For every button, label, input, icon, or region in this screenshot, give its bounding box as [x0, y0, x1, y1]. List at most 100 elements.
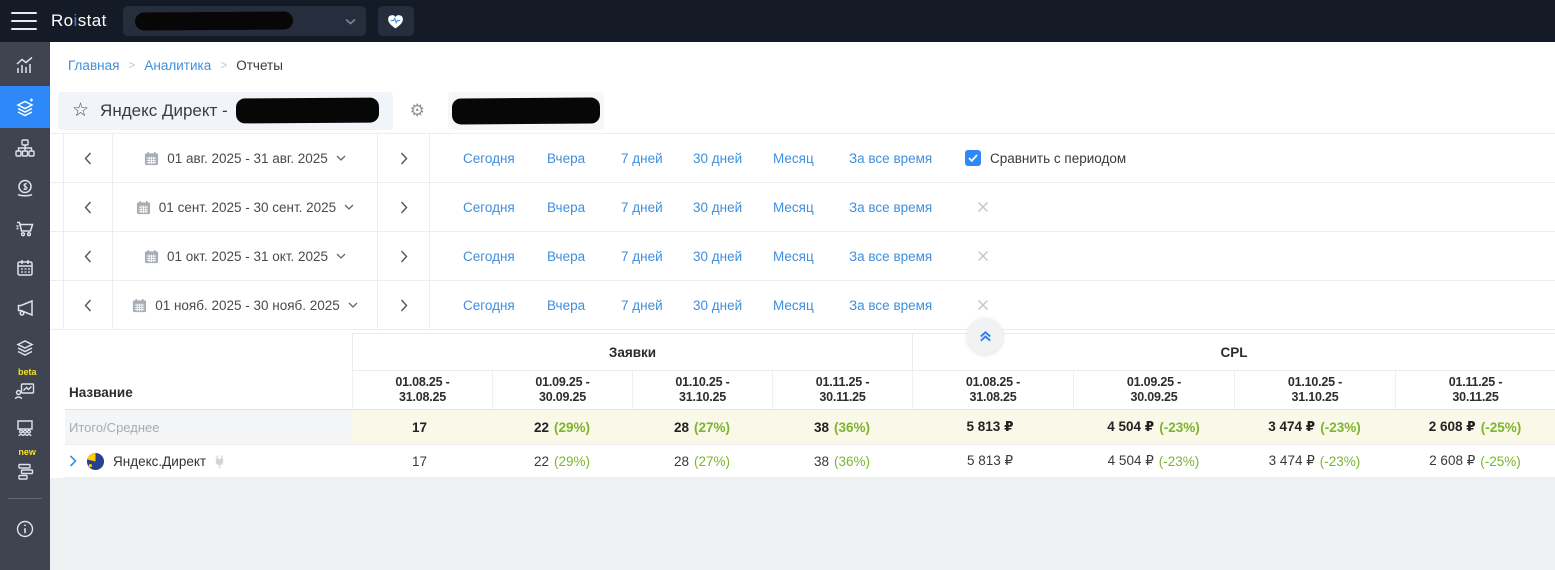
sidebar-item-presentations[interactable]: beta [0, 368, 50, 408]
quick-link-month[interactable]: Месяц [773, 150, 814, 166]
quick-link-30days[interactable]: 30 дней [693, 199, 743, 215]
period-column-header[interactable]: 01.09.25 -30.09.25 [1073, 371, 1234, 410]
column-header-name[interactable]: Название [65, 333, 352, 410]
quick-link-7days[interactable]: 7 дней [621, 297, 663, 313]
period-next-button[interactable] [378, 232, 430, 280]
period-prev-button[interactable] [63, 134, 113, 182]
quick-link-alltime[interactable]: За все время [849, 297, 933, 313]
period-column-header[interactable]: 01.10.25 -31.10.25 [632, 371, 772, 410]
project-selector-dropdown[interactable] [122, 6, 366, 36]
quick-link-30days[interactable]: 30 дней [693, 248, 743, 264]
remove-period-button[interactable] [977, 250, 989, 262]
sidebar-item-costs[interactable] [0, 168, 50, 208]
quick-link-yesterday[interactable]: Вчера [547, 199, 586, 215]
quick-link-month[interactable]: Месяц [773, 297, 814, 313]
period-column-header[interactable]: 01.11.25 -30.11.25 [772, 371, 912, 410]
period-prev-button[interactable] [63, 281, 113, 329]
compare-checkbox[interactable] [965, 150, 981, 166]
quick-link-today[interactable]: Сегодня [463, 150, 515, 166]
quick-link-30days[interactable]: 30 дней [693, 297, 743, 313]
redacted-control-label [451, 96, 600, 125]
quick-period-links: Сегодня Вчера 7 дней 30 дней Месяц За вс… [445, 151, 943, 166]
period-next-button[interactable] [378, 183, 430, 231]
compare-label: Сравнить с периодом [990, 150, 1127, 166]
quick-link-alltime[interactable]: За все время [849, 199, 933, 215]
chevron-left-icon [84, 152, 92, 164]
breadcrumb-link-analytics[interactable]: Аналитика [144, 57, 212, 73]
period-prev-button[interactable] [63, 232, 113, 280]
quick-link-yesterday[interactable]: Вчера [547, 248, 586, 264]
sidebar-item-reports[interactable] [0, 86, 50, 128]
sidebar-item-audience[interactable] [0, 408, 50, 448]
sidebar-item-calendar[interactable] [0, 248, 50, 288]
period-range-dropdown[interactable]: 01 нояб. 2025 - 30 нояб. 2025 [113, 281, 378, 329]
secondary-control[interactable] [447, 91, 604, 130]
value-cell: 28 (27%) [632, 445, 772, 478]
chevron-down-icon [336, 253, 346, 259]
quick-link-alltime[interactable]: За все время [849, 150, 933, 166]
calendar-icon [145, 151, 159, 165]
totals-cell: 2 608 ₽ (-25%) [1395, 410, 1555, 445]
hamburger-menu-icon[interactable] [11, 12, 37, 30]
info-icon [16, 520, 34, 538]
chevron-left-icon [84, 201, 92, 213]
roistat-logo: Roistat [51, 11, 107, 30]
quick-link-30days[interactable]: 30 дней [693, 150, 743, 166]
sidebar-item-funnel[interactable] [0, 128, 50, 168]
totals-cell: 5 813 ₽ [912, 410, 1073, 445]
period-next-button[interactable] [378, 281, 430, 329]
quick-period-links: Сегодня Вчера 7 дней 30 дней Месяц За вс… [445, 249, 943, 264]
period-range-label: 01 авг. 2025 - 31 авг. 2025 [167, 150, 328, 166]
period-column-header[interactable]: 01.08.25 -31.08.25 [352, 371, 492, 410]
quick-link-7days[interactable]: 7 дней [621, 248, 663, 264]
content-background [50, 478, 1555, 570]
period-range-dropdown[interactable]: 01 сент. 2025 - 30 сент. 2025 [113, 183, 378, 231]
quick-link-7days[interactable]: 7 дней [621, 150, 663, 166]
chevron-right-icon [400, 250, 407, 262]
period-column-header[interactable]: 01.10.25 -31.10.25 [1234, 371, 1395, 410]
remove-period-button[interactable] [977, 299, 989, 311]
period-column-header[interactable]: 01.11.25 -30.11.25 [1395, 371, 1555, 410]
period-next-button[interactable] [378, 134, 430, 182]
sidebar-item-info[interactable] [0, 509, 50, 549]
quick-link-month[interactable]: Месяц [773, 199, 814, 215]
quick-link-yesterday[interactable]: Вчера [547, 150, 586, 166]
favorite-star-icon[interactable]: ☆ [72, 99, 90, 121]
reports-layers-icon [16, 98, 34, 117]
chevron-left-icon [84, 250, 92, 262]
period-column-header[interactable]: 01.08.25 -31.08.25 [912, 371, 1073, 410]
sidebar-item-scenarios[interactable]: new [0, 448, 50, 488]
quick-link-alltime[interactable]: За все время [849, 248, 933, 264]
chevron-down-icon [336, 155, 346, 161]
sidebar-item-integrations[interactable] [0, 328, 50, 368]
quick-link-today[interactable]: Сегодня [463, 248, 515, 264]
period-column-header[interactable]: 01.09.25 -30.09.25 [492, 371, 632, 410]
channel-name[interactable]: Яндекс.Директ [113, 453, 207, 469]
sidebar-item-analytics[interactable] [0, 46, 50, 86]
sidebar-item-orders[interactable] [0, 208, 50, 248]
beta-badge: beta [17, 367, 37, 377]
quick-link-yesterday[interactable]: Вчера [547, 297, 586, 313]
period-prev-button[interactable] [63, 183, 113, 231]
quick-link-month[interactable]: Месяц [773, 248, 814, 264]
chevron-right-icon [400, 299, 407, 311]
quick-link-today[interactable]: Сегодня [463, 199, 515, 215]
quick-link-7days[interactable]: 7 дней [621, 199, 663, 215]
period-range-dropdown[interactable]: 01 авг. 2025 - 31 авг. 2025 [113, 134, 378, 182]
new-badge: new [18, 447, 36, 457]
collapse-periods-button[interactable] [967, 318, 1003, 354]
quick-link-today[interactable]: Сегодня [463, 297, 515, 313]
report-table: Название Заявки CPL 01.08.25 -31.08.25 0… [50, 333, 1555, 478]
breadcrumb-separator: > [220, 58, 228, 72]
remove-period-button[interactable] [977, 201, 989, 213]
content: Главная > Аналитика > Отчеты ☆ Яндекс Ди… [50, 42, 1555, 570]
report-settings-gear-icon[interactable]: ⚙ [409, 100, 425, 121]
analytics-chart-icon [16, 56, 33, 73]
breadcrumb-link-home[interactable]: Главная [68, 57, 120, 73]
period-range-dropdown[interactable]: 01 окт. 2025 - 31 окт. 2025 [113, 232, 378, 280]
expand-row-chevron-icon[interactable] [69, 455, 77, 467]
check-icon [968, 154, 978, 162]
project-health-button[interactable] [377, 6, 414, 36]
heart-pulse-icon [388, 15, 404, 29]
sidebar-item-promo[interactable] [0, 288, 50, 328]
